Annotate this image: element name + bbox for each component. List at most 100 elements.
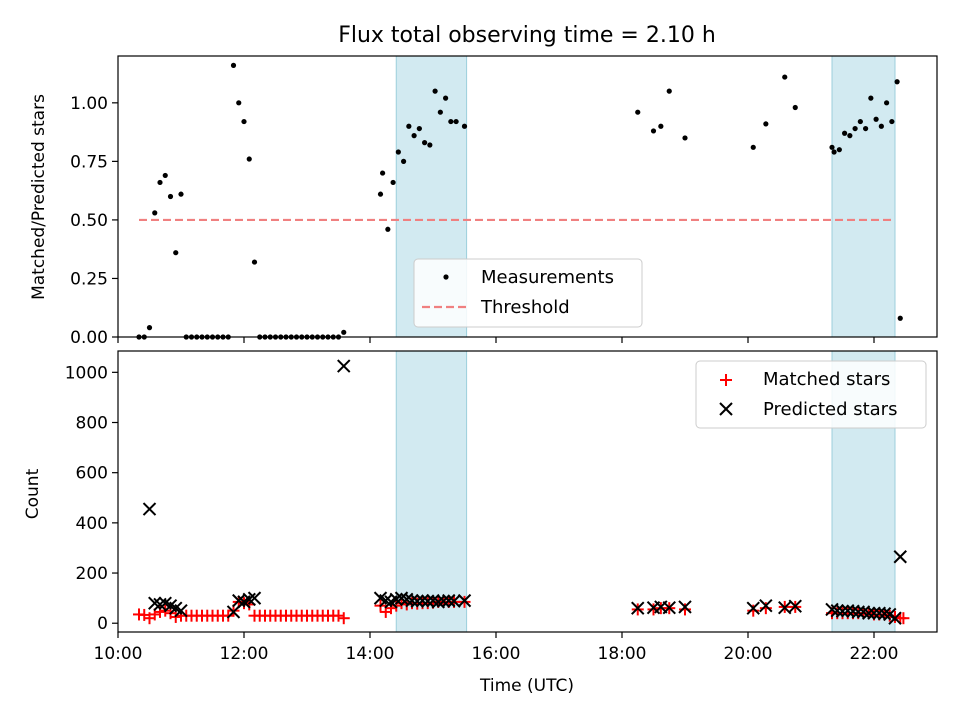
legend-label-predicted-stars: Predicted stars	[763, 399, 897, 420]
bottom-y-tick-label: 200	[76, 564, 108, 584]
measurement-point	[884, 100, 890, 106]
measurement-point	[635, 109, 641, 115]
measurement-point	[390, 179, 396, 186]
measurement-point	[894, 79, 900, 85]
measurement-point	[230, 62, 237, 68]
measurement-point	[422, 140, 428, 146]
predicted-star-point	[426, 593, 440, 608]
predicted-star-point	[148, 596, 162, 610]
legend-label-measurements: Measurements	[481, 267, 614, 288]
measurement-point	[401, 158, 407, 164]
predicted-star-point	[746, 601, 760, 615]
matched-star-point	[759, 602, 772, 615]
measurement-point	[385, 226, 391, 232]
matched-star-point	[332, 609, 345, 622]
measurement-point	[427, 142, 433, 148]
predicted-star-point	[778, 600, 792, 615]
bottom-y-tick-label: 1000	[65, 363, 108, 383]
measurement-point	[857, 118, 863, 125]
legend-marker-matched-stars	[720, 374, 732, 386]
matched-star-point	[390, 599, 403, 612]
measurement-point	[377, 191, 384, 197]
bottom-plot-frame	[117, 350, 938, 633]
measurement-point	[897, 315, 903, 321]
predicted-star-point	[242, 592, 256, 607]
top-legend-box	[413, 258, 643, 328]
measurement-point	[152, 210, 158, 216]
bottom-panel: 0 200 400 600 800 1000 10:00 12:00 14:00 16:00 18…	[23, 350, 938, 696]
predicted-star-point	[394, 591, 409, 605]
measurement-point	[650, 128, 657, 134]
predicted-star-point	[835, 604, 850, 618]
legend-label-matched-stars: Matched stars	[763, 369, 890, 390]
measurement-point	[416, 125, 422, 132]
measurement-point	[432, 88, 438, 94]
measurement-point	[146, 325, 153, 331]
measurement-point	[173, 250, 179, 256]
predicted-star-point	[457, 593, 472, 608]
measurement-point	[889, 118, 895, 125]
measurement-point	[829, 144, 835, 150]
predicted-star-point	[247, 591, 262, 605]
measurement-point	[395, 149, 401, 155]
predicted-star-point	[389, 592, 403, 607]
predicted-star-point	[405, 593, 419, 608]
legend-marker-measurements	[443, 274, 449, 280]
predicted-star-point	[759, 598, 773, 613]
bottom-x-tick-label: 10:00	[94, 644, 143, 664]
predicted-star-point	[337, 359, 351, 373]
legend-label-threshold: Threshold	[480, 297, 570, 318]
predicted-star-point	[174, 603, 188, 618]
top-y-tick-label: 1.00	[70, 94, 108, 114]
predicted-star-point	[442, 593, 456, 608]
matched-star-point	[897, 612, 910, 625]
bottom-x-tick-label: 22:00	[850, 644, 899, 664]
predicted-star-point	[436, 594, 451, 608]
predicted-star-point	[410, 594, 424, 608]
predicted-star-point	[825, 602, 839, 617]
x-axis-label: Time (UTC)	[479, 676, 574, 696]
measurement-point	[782, 74, 788, 80]
matched-star-point	[747, 604, 760, 617]
predicted-star-point	[421, 594, 435, 608]
predicted-star-point	[226, 605, 241, 619]
measurement-point	[453, 118, 459, 125]
bottom-y-tick-label: 800	[76, 414, 108, 434]
measurement-point	[792, 104, 798, 111]
measurement-point	[341, 329, 347, 335]
predicted-star-point	[142, 502, 157, 516]
measurement-point	[763, 121, 769, 127]
predicted-star-point	[662, 600, 676, 615]
matched-star-point	[222, 609, 235, 622]
predicted-star-point	[678, 600, 692, 614]
matched-star-point	[679, 603, 691, 616]
measurement-point	[162, 172, 168, 179]
measurement-point	[878, 123, 884, 129]
top-y-tick-label: 0.75	[70, 152, 108, 172]
measurement-point	[443, 95, 449, 101]
top-y-axis-label: Matched/Predicted stars	[29, 94, 49, 300]
measurement-point	[437, 109, 443, 115]
bottom-x-tick-label: 16:00	[472, 644, 521, 664]
measurement-point	[836, 147, 842, 153]
measurement-point	[842, 130, 848, 136]
bottom-y-axis-label: Count	[23, 468, 43, 519]
measurement-point	[831, 149, 837, 155]
top-y-tick-label: 0.00	[70, 328, 108, 348]
measurement-point	[406, 123, 412, 129]
predicted-star-point	[846, 604, 860, 618]
predicted-star-point	[888, 611, 902, 625]
bottom-x-tick-label: 14:00	[346, 644, 395, 664]
top-legend: Measurements Threshold	[413, 258, 643, 328]
bottom-x-tick-label: 20:00	[724, 644, 773, 664]
bottom-legend-box	[695, 360, 927, 429]
predicted-star-point	[893, 550, 907, 564]
top-panel: 0.00 0.25 0.50 0.75 1.00 Matched/Predicted s…	[29, 55, 938, 348]
predicted-star-point	[867, 606, 881, 620]
bottom-y-tick-label: 400	[76, 514, 108, 534]
measurement-point	[461, 123, 468, 129]
top-shaded-interval-2	[831, 55, 896, 338]
predicted-star-point	[830, 603, 844, 618]
measurement-point	[241, 118, 247, 125]
